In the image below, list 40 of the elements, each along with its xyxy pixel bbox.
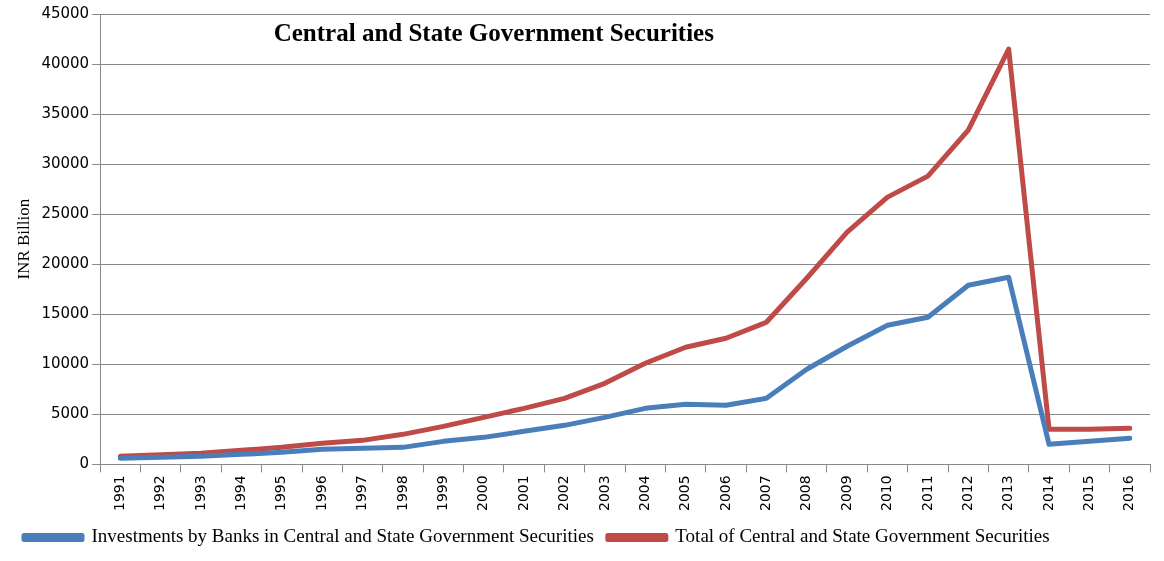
x-tick-label: 2010 — [878, 475, 895, 512]
x-tick-label: 2009 — [837, 475, 854, 512]
x-tick-label: 1996 — [312, 475, 329, 512]
x-tick-label: 2011 — [918, 475, 935, 512]
x-tick-label: 1998 — [393, 475, 410, 512]
x-tick-label: 1997 — [353, 475, 370, 512]
y-tick-label: 45000 — [41, 3, 90, 22]
x-tick-label: 2015 — [1080, 475, 1097, 512]
x-tick-label: 2002 — [555, 475, 572, 512]
chart-title: Central and State Government Securities — [273, 18, 715, 46]
legend-label: Investments by Banks in Central and State Government Securities — [91, 525, 594, 547]
y-tick-label: 40000 — [41, 53, 90, 72]
x-tick-label: 1993 — [191, 475, 208, 512]
x-tick-label: 2012 — [958, 475, 975, 512]
y-tick-label: 25000 — [41, 204, 90, 223]
y-tick-label: 15000 — [41, 304, 90, 323]
x-tick-label: 2007 — [757, 475, 774, 512]
x-tick-label: 2005 — [676, 475, 693, 512]
x-tick-label: 2004 — [635, 475, 652, 512]
y-tick-label: 0 — [79, 454, 90, 473]
x-tick-label: 1994 — [232, 475, 249, 512]
x-tick-label: 2016 — [1120, 475, 1137, 512]
x-tick-label: 2006 — [716, 475, 733, 512]
x-tick-label: 2000 — [474, 475, 491, 512]
x-tick-label: 1995 — [272, 475, 289, 512]
y-tick-label: 30000 — [41, 154, 90, 173]
y-tick-label: 5000 — [50, 404, 90, 423]
x-tick-label: 1991 — [110, 475, 127, 512]
y-tick-label: 35000 — [41, 103, 90, 122]
x-tick-label: 2003 — [595, 475, 612, 512]
x-tick-label: 2013 — [999, 475, 1016, 512]
x-tick-label: 2008 — [797, 475, 814, 512]
x-tick-label: 2014 — [1039, 475, 1056, 512]
y-tick-label: 20000 — [41, 254, 90, 273]
y-tick-label: 10000 — [41, 354, 90, 373]
x-tick-label: 1999 — [433, 475, 450, 512]
x-tick-label: 1992 — [151, 475, 168, 512]
legend-label: Total of Central and State Government Securities — [675, 525, 1050, 547]
x-tick-label: 2001 — [514, 475, 531, 512]
y-axis-title: INR Billion — [13, 198, 33, 280]
